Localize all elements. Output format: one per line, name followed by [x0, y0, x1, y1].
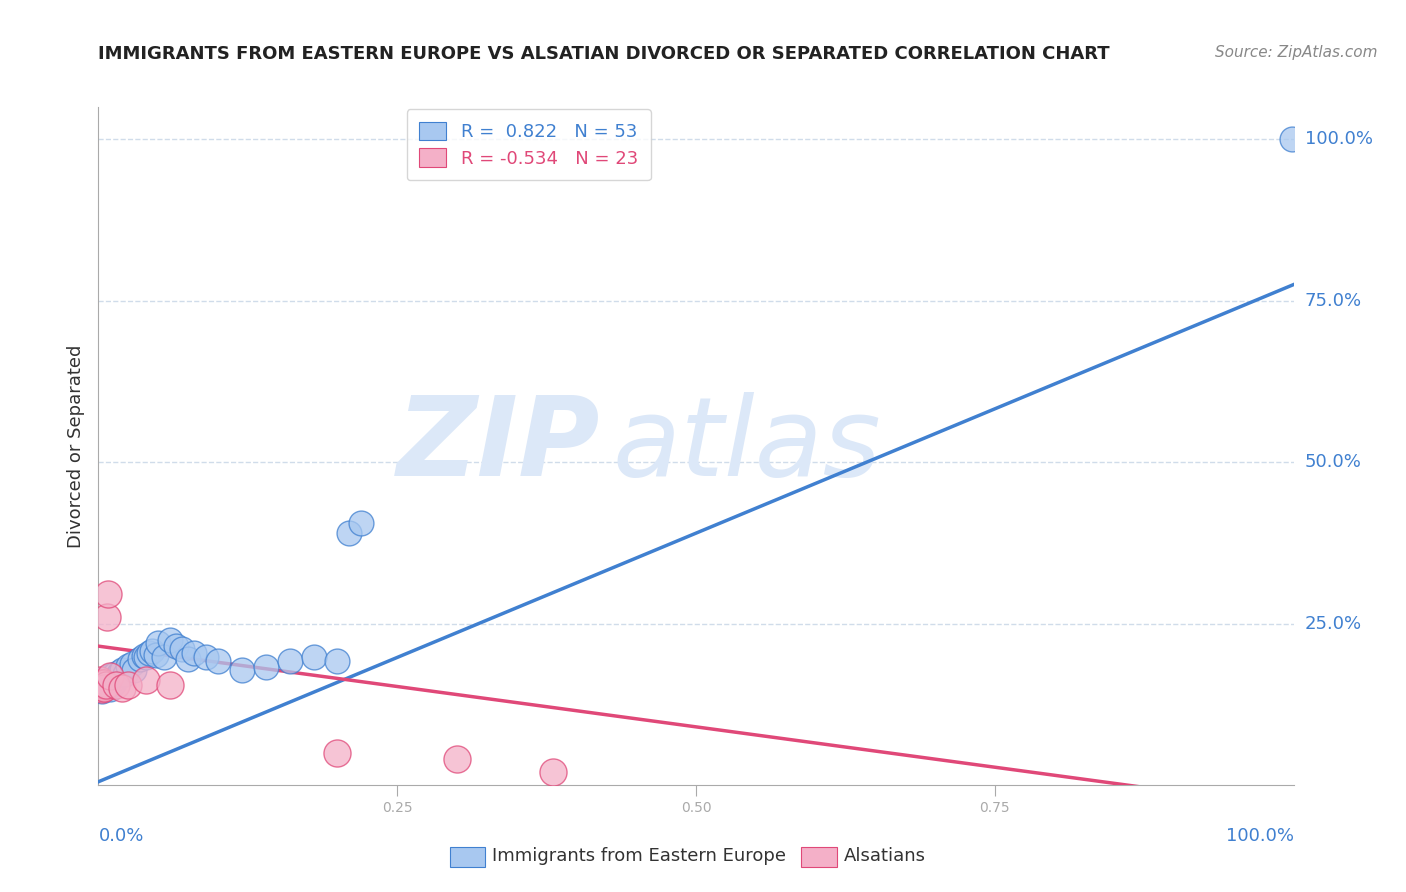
Point	[93, 678, 115, 692]
Point	[90, 678, 112, 692]
Point	[101, 673, 124, 688]
Legend: R =  0.822   N = 53, R = -0.534   N = 23: R = 0.822 N = 53, R = -0.534 N = 23	[406, 110, 651, 180]
Point	[91, 676, 114, 690]
Text: Immigrants from Eastern Europe: Immigrants from Eastern Europe	[492, 847, 786, 865]
Text: 25.0%: 25.0%	[1305, 615, 1362, 632]
Point	[90, 680, 112, 694]
Point	[89, 673, 111, 688]
Point	[91, 680, 114, 694]
Point	[91, 678, 114, 692]
Text: 100.0%: 100.0%	[1226, 827, 1294, 845]
Point	[135, 650, 157, 665]
Point	[111, 663, 134, 677]
Point	[90, 681, 112, 695]
Point	[94, 673, 117, 688]
Point	[326, 654, 349, 668]
Point	[100, 678, 122, 692]
Point	[103, 676, 125, 690]
Point	[350, 516, 373, 531]
Point	[98, 682, 122, 697]
Point	[107, 668, 129, 682]
Point	[231, 663, 253, 677]
Point	[87, 678, 110, 692]
Text: atlas: atlas	[613, 392, 882, 500]
Point	[91, 680, 114, 694]
Point	[96, 676, 118, 690]
Point	[94, 678, 117, 692]
Point	[132, 648, 155, 663]
Text: 75.0%: 75.0%	[1305, 292, 1362, 310]
Point	[91, 684, 114, 698]
Point	[98, 669, 122, 683]
Point	[93, 682, 115, 697]
Point	[129, 652, 152, 666]
Point	[114, 667, 136, 681]
Point	[97, 587, 120, 601]
Point	[145, 648, 167, 662]
Point	[153, 650, 176, 665]
Text: ZIP: ZIP	[396, 392, 600, 500]
Text: Source: ZipAtlas.com: Source: ZipAtlas.com	[1215, 45, 1378, 60]
Point	[541, 765, 564, 780]
Point	[254, 660, 277, 674]
Text: IMMIGRANTS FROM EASTERN EUROPE VS ALSATIAN DIVORCED OR SEPARATED CORRELATION CHA: IMMIGRANTS FROM EASTERN EUROPE VS ALSATI…	[98, 45, 1111, 62]
Point	[159, 678, 181, 692]
Point	[183, 646, 205, 660]
Point	[105, 672, 128, 686]
Point	[111, 681, 134, 695]
Point	[138, 646, 160, 660]
Text: 50.0%: 50.0%	[1305, 453, 1361, 471]
Point	[117, 678, 139, 692]
Point	[1281, 132, 1303, 146]
Point	[117, 658, 139, 673]
Point	[94, 678, 117, 692]
Point	[96, 681, 118, 695]
Point	[177, 652, 200, 666]
Point	[165, 639, 187, 653]
Text: 0.0%: 0.0%	[98, 827, 143, 845]
Point	[141, 643, 163, 657]
Y-axis label: Divorced or Separated: Divorced or Separated	[66, 344, 84, 548]
Point	[159, 632, 181, 647]
Point	[121, 657, 143, 671]
Point	[104, 667, 127, 681]
Point	[135, 673, 157, 688]
Point	[207, 654, 229, 668]
Point	[97, 678, 120, 692]
Point	[326, 746, 349, 760]
Point	[105, 678, 128, 692]
Point	[195, 650, 218, 665]
Point	[96, 610, 118, 624]
Point	[148, 636, 170, 650]
Point	[124, 663, 146, 677]
Point	[108, 665, 131, 679]
Point	[98, 674, 121, 689]
Point	[91, 674, 114, 689]
Point	[93, 681, 115, 695]
Point	[91, 682, 114, 697]
Point	[172, 642, 194, 657]
Text: Alsatians: Alsatians	[844, 847, 925, 865]
Point	[93, 676, 115, 690]
Point	[302, 650, 325, 665]
Point	[446, 752, 468, 766]
Point	[98, 669, 122, 683]
Point	[90, 673, 112, 688]
Point	[89, 676, 111, 690]
Point	[89, 678, 111, 692]
Text: 100.0%: 100.0%	[1305, 130, 1372, 148]
Point	[339, 526, 361, 541]
Point	[97, 672, 120, 686]
Point	[91, 676, 114, 690]
Point	[278, 654, 301, 668]
